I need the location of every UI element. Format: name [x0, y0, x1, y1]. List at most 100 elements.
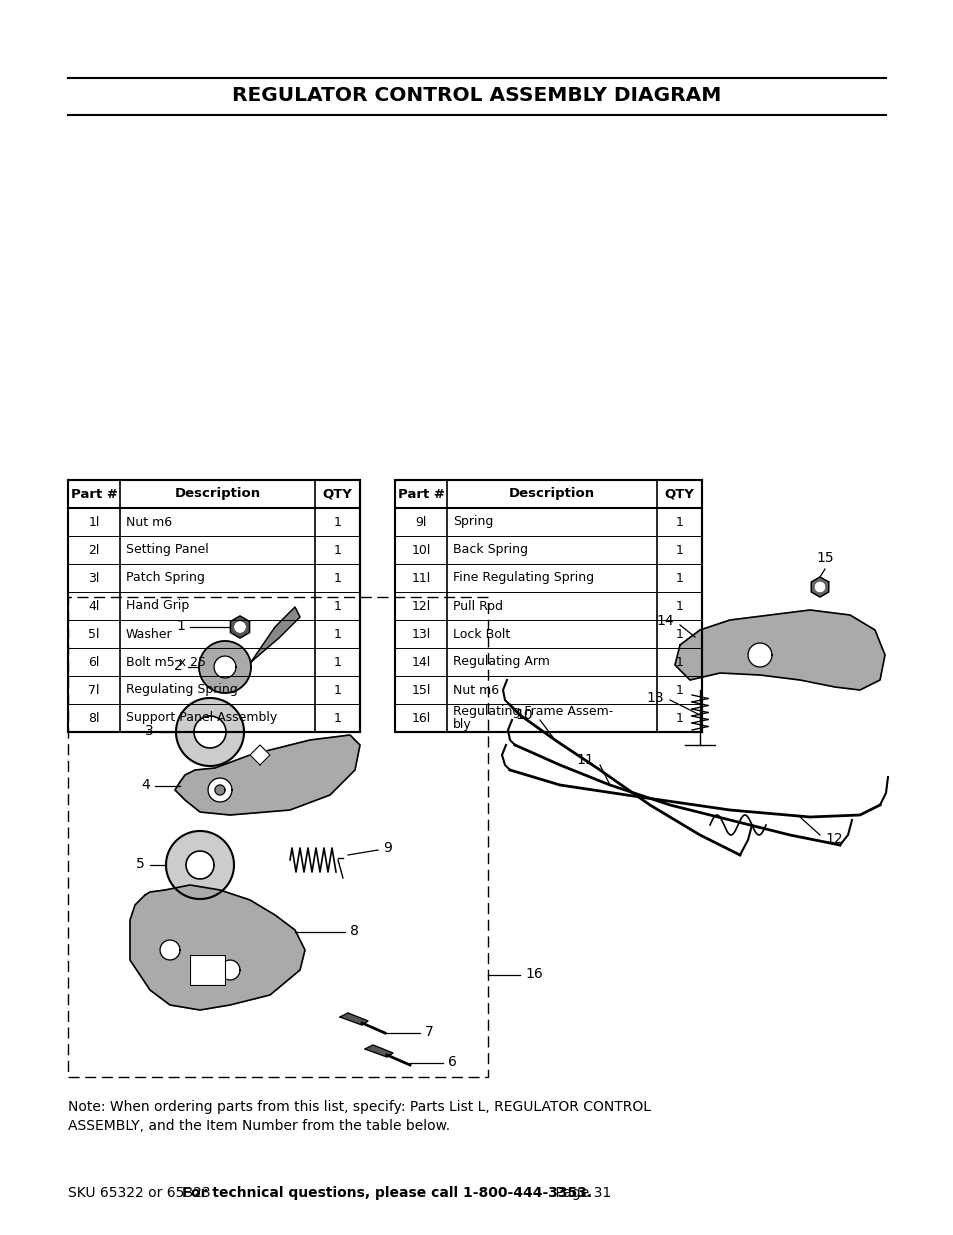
Text: 4: 4: [141, 778, 150, 792]
Text: Setting Panel: Setting Panel: [126, 543, 209, 557]
Text: 10: 10: [515, 708, 533, 722]
Text: 11: 11: [576, 753, 594, 767]
Text: 12l: 12l: [411, 599, 430, 613]
Text: 14: 14: [656, 614, 673, 629]
Text: Support Panel Assembly: Support Panel Assembly: [126, 711, 277, 725]
Text: 2l: 2l: [89, 543, 99, 557]
Text: 1: 1: [675, 656, 682, 668]
Text: REGULATOR CONTROL ASSEMBLY DIAGRAM: REGULATOR CONTROL ASSEMBLY DIAGRAM: [233, 85, 720, 105]
Text: Regulating Frame Assem-: Regulating Frame Assem-: [453, 705, 613, 719]
Text: 1: 1: [675, 572, 682, 584]
Polygon shape: [213, 656, 235, 678]
Text: 1: 1: [176, 619, 185, 634]
Text: 1: 1: [334, 515, 341, 529]
Text: For technical questions, please call 1-800-444-3353.: For technical questions, please call 1-8…: [182, 1186, 592, 1200]
Text: Washer: Washer: [126, 627, 172, 641]
Polygon shape: [220, 960, 240, 981]
Text: 1: 1: [334, 683, 341, 697]
Text: 7l: 7l: [89, 683, 100, 697]
Text: 2: 2: [174, 659, 183, 673]
Polygon shape: [174, 735, 359, 815]
Text: 6l: 6l: [89, 656, 99, 668]
Polygon shape: [231, 616, 250, 638]
Text: 1: 1: [675, 599, 682, 613]
Polygon shape: [810, 577, 828, 597]
Text: 4l: 4l: [89, 599, 99, 613]
Polygon shape: [199, 641, 251, 693]
Polygon shape: [208, 778, 232, 802]
Polygon shape: [190, 955, 225, 986]
Text: QTY: QTY: [664, 488, 694, 500]
Text: 13: 13: [646, 692, 663, 705]
Text: 15l: 15l: [411, 683, 430, 697]
Text: Fine Regulating Spring: Fine Regulating Spring: [453, 572, 594, 584]
Polygon shape: [193, 716, 226, 748]
Polygon shape: [130, 885, 305, 1010]
Polygon shape: [675, 610, 884, 690]
Text: Part #: Part #: [71, 488, 117, 500]
Polygon shape: [186, 851, 213, 879]
Text: 9l: 9l: [415, 515, 426, 529]
Polygon shape: [365, 1045, 393, 1057]
Text: 1: 1: [675, 711, 682, 725]
Text: 10l: 10l: [411, 543, 430, 557]
Bar: [395, 480, 701, 732]
Text: Patch Spring: Patch Spring: [126, 572, 205, 584]
Text: 12: 12: [824, 832, 841, 846]
Bar: [68, 480, 359, 732]
Text: 1: 1: [675, 543, 682, 557]
Text: Regulating Spring: Regulating Spring: [126, 683, 237, 697]
Text: 8: 8: [350, 924, 358, 939]
Text: 7: 7: [424, 1025, 434, 1039]
Text: 1: 1: [334, 599, 341, 613]
Text: Regulating Arm: Regulating Arm: [453, 656, 549, 668]
Polygon shape: [815, 583, 823, 592]
Text: Description: Description: [508, 488, 595, 500]
Text: 3: 3: [145, 724, 153, 739]
Text: Part #: Part #: [397, 488, 444, 500]
Text: Lock Bolt: Lock Bolt: [453, 627, 510, 641]
Polygon shape: [214, 785, 225, 795]
Text: 5l: 5l: [89, 627, 100, 641]
Polygon shape: [250, 745, 270, 764]
Text: 5: 5: [136, 857, 145, 871]
Text: 1: 1: [334, 543, 341, 557]
Text: 15: 15: [816, 551, 833, 564]
Text: SKU 65322 or 65323: SKU 65322 or 65323: [68, 1186, 214, 1200]
Text: 16l: 16l: [411, 711, 430, 725]
Text: 1: 1: [334, 656, 341, 668]
Bar: [68, 597, 488, 1077]
Polygon shape: [160, 940, 180, 960]
Text: 1l: 1l: [89, 515, 99, 529]
Text: Page 31: Page 31: [537, 1186, 611, 1200]
Text: Pull Rod: Pull Rod: [453, 599, 502, 613]
Text: QTY: QTY: [322, 488, 352, 500]
Polygon shape: [339, 1013, 368, 1025]
Polygon shape: [747, 643, 771, 667]
Text: 1: 1: [675, 683, 682, 697]
Text: 8l: 8l: [89, 711, 100, 725]
Text: 3l: 3l: [89, 572, 99, 584]
Polygon shape: [234, 622, 245, 632]
Text: 1: 1: [675, 627, 682, 641]
Text: 13l: 13l: [411, 627, 430, 641]
Text: Back Spring: Back Spring: [453, 543, 527, 557]
Text: Bolt m5 x 25: Bolt m5 x 25: [126, 656, 206, 668]
Text: bly: bly: [453, 718, 471, 731]
Text: 6: 6: [448, 1055, 456, 1070]
Polygon shape: [166, 831, 233, 899]
Text: Nut m6: Nut m6: [453, 683, 498, 697]
Text: Description: Description: [174, 488, 260, 500]
Polygon shape: [175, 698, 244, 766]
Text: 9: 9: [382, 841, 392, 855]
Text: 14l: 14l: [411, 656, 430, 668]
Text: 16: 16: [524, 967, 542, 981]
Text: 1: 1: [334, 711, 341, 725]
Text: 1: 1: [334, 627, 341, 641]
Text: Hand Grip: Hand Grip: [126, 599, 189, 613]
Text: Spring: Spring: [453, 515, 493, 529]
Text: Note: When ordering parts from this list, specify: Parts List L, REGULATOR CONTR: Note: When ordering parts from this list…: [68, 1100, 650, 1134]
Text: 11l: 11l: [411, 572, 430, 584]
Text: Nut m6: Nut m6: [126, 515, 172, 529]
Polygon shape: [251, 606, 299, 662]
